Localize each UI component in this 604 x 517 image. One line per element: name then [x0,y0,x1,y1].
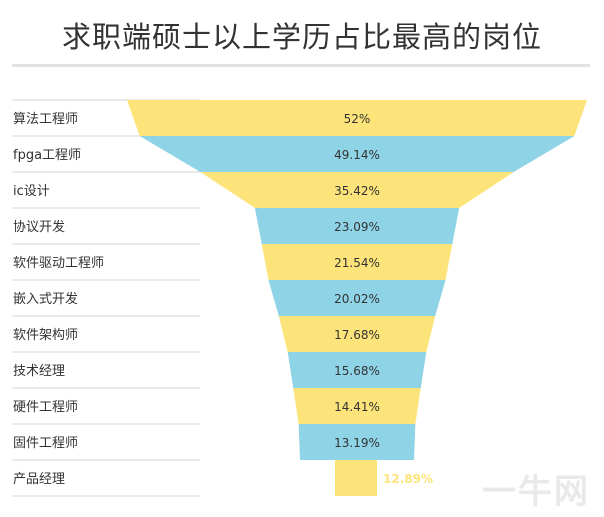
value-label: 17.68% [334,328,380,342]
category-label: ic设计 [13,184,50,199]
value-label: 20.02% [334,292,380,306]
funnel-segment [298,424,416,460]
value-label: 12.89% [383,472,433,486]
category-label: 软件架构师 [13,328,78,343]
category-label: 嵌入式开发 [13,291,78,307]
funnel-segment [278,316,436,352]
value-label: 13.19% [334,436,380,450]
value-label: 23.09% [334,220,380,234]
funnel-segment [127,100,587,136]
funnel-segment [261,244,453,280]
funnel-segment [139,136,575,172]
category-label: 算法工程师 [13,112,78,127]
value-label: 49.14% [334,148,380,162]
funnel-segment [254,208,460,244]
value-label: 21.54% [334,256,380,270]
funnel-segment [293,388,421,424]
value-label: 15.68% [334,364,380,378]
category-label: 协议开发 [13,219,65,235]
category-label: 技术经理 [13,364,65,379]
funnel-segment [287,352,427,388]
value-label: 35.42% [334,184,380,198]
title-divider [12,64,590,67]
category-label: 软件驱动工程师 [13,256,104,271]
category-label: 产品经理 [13,472,65,487]
value-label: 14.41% [334,400,380,414]
category-label: 固件工程师 [13,436,78,451]
category-label: 硬件工程师 [13,400,78,415]
watermark-logo: 一牛网 [482,472,590,512]
funnel-segment [200,172,514,208]
category-label: fpga工程师 [13,148,81,163]
chart-title: 求职端硕士以上学历占比最高的岗位 [61,20,542,54]
funnel-segment [268,280,446,316]
value-label: 52% [344,112,371,126]
funnel-segment [335,460,377,496]
